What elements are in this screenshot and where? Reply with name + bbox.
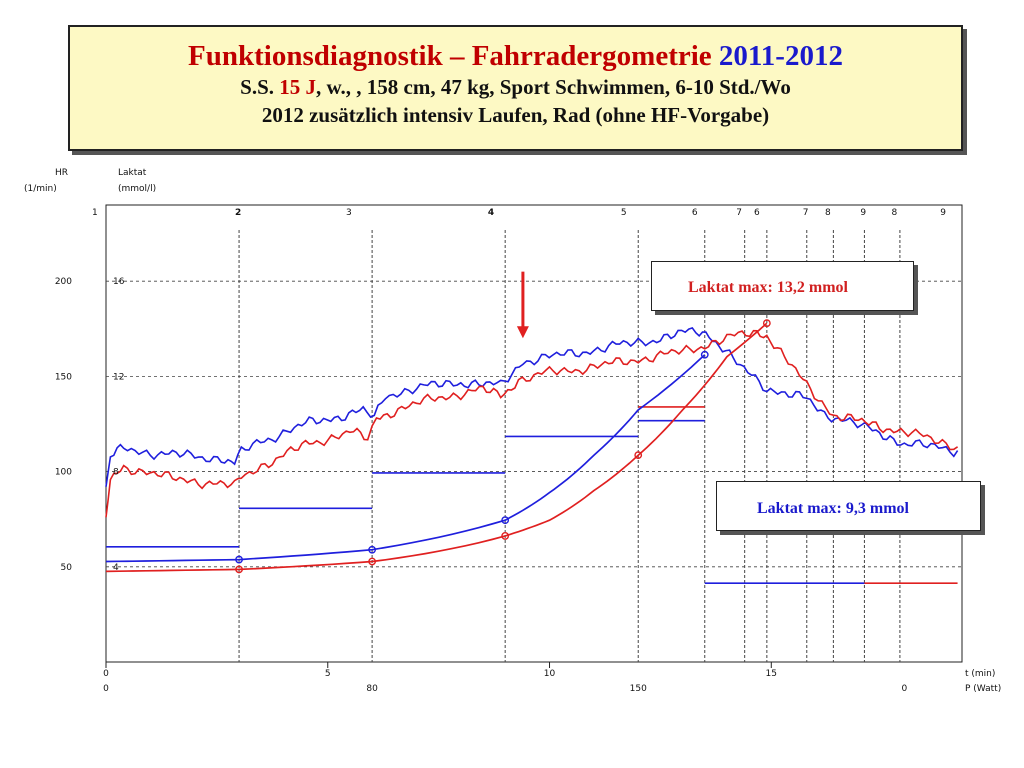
- stage-number: 7: [803, 208, 809, 218]
- red-lactate-point: [634, 451, 643, 460]
- stage-number: 6: [692, 208, 698, 218]
- heart-rate-curves: [105, 326, 959, 518]
- power-tick-label: 150: [630, 684, 647, 694]
- blue-lactate-point: [235, 555, 243, 564]
- time-tick-label: 15: [766, 669, 777, 679]
- stage-number: 4: [488, 208, 494, 218]
- blue-lactate-point: [700, 350, 709, 359]
- lactate-axis-unit: (mmol/l): [118, 184, 156, 194]
- hr-tick-label: 100: [55, 468, 72, 478]
- red-lactate-point: [368, 557, 377, 566]
- stage-number: 2: [235, 208, 241, 218]
- red-lactate-point: [501, 532, 510, 540]
- lactate-tick-label: 12: [113, 372, 124, 382]
- red-lactate-point: [235, 565, 243, 574]
- subject-info: S.S. 15 J, w., , 158 cm, 47 kg, Sport Sc…: [70, 73, 961, 101]
- stage-number: 8: [891, 208, 897, 218]
- axes: HR (1/min) Laktat (mmol/l) t (min) P (Wa…: [24, 168, 1001, 694]
- hr-tick-label: 50: [61, 563, 73, 573]
- hr-tick-label: 200: [55, 277, 72, 287]
- lactate-curves: [105, 319, 771, 574]
- title-years: 2011-2012: [718, 40, 843, 72]
- title-box: Funktionsdiagnostik – Fahrradergometrie …: [68, 25, 963, 151]
- training-info: 2012 zusätzlich intensiv Laufen, Rad (oh…: [261, 103, 770, 127]
- time-axis-label: t (min): [965, 669, 995, 679]
- blue-lactate-curve: [105, 354, 706, 563]
- lactate-tick-label: 4: [113, 563, 119, 573]
- subject-age: 15 J: [279, 75, 316, 99]
- power-tick-label: 0: [901, 684, 907, 694]
- stage-number: 3: [346, 208, 352, 218]
- lactate-tick-label: 16: [113, 277, 125, 287]
- lactate-max-red-annotation: Laktat max: 13,2 mmol: [651, 261, 914, 311]
- lactate-tick-label: 8: [113, 468, 119, 478]
- blue-lactate-point: [501, 516, 510, 525]
- red-lactate-point: [762, 319, 771, 328]
- power-tick-label: 80: [366, 684, 378, 694]
- stage-number: 9: [940, 208, 946, 218]
- stage-number: 5: [621, 208, 627, 218]
- subject-details: , w., , 158 cm, 47 kg, Sport Schwimmen, …: [316, 75, 791, 99]
- hr-axis-unit: (1/min): [24, 184, 57, 194]
- hr-tick-label: 150: [55, 372, 72, 382]
- stage-number: 7: [736, 208, 742, 218]
- time-tick-label: 10: [544, 669, 556, 679]
- blue-lactate-point: [368, 545, 377, 554]
- chart-title: Funktionsdiagnostik – Fahrradergometrie …: [70, 39, 961, 73]
- stage-number: 6: [754, 208, 760, 218]
- power-tick-label: 0: [103, 684, 109, 694]
- time-tick-label: 0: [103, 669, 109, 679]
- title-main: Funktionsdiagnostik – Fahrradergometrie: [188, 40, 719, 72]
- plot-frame: [105, 204, 963, 663]
- stage-number: 1: [92, 208, 98, 218]
- lactate-axis-label: Laktat: [118, 168, 147, 178]
- stage-number: 8: [825, 208, 831, 218]
- subject-initials: S.S.: [240, 75, 280, 99]
- stage-number: 9: [860, 208, 866, 218]
- lactate-max-blue-annotation: Laktat max: 9,3 mmol: [716, 481, 981, 531]
- power-axis-label: P (Watt): [965, 684, 1001, 694]
- time-tick-label: 5: [325, 669, 331, 679]
- stage-lactate-bars: [106, 406, 958, 585]
- blue-heart-rate-line: [105, 326, 959, 487]
- red-heart-rate-line: [105, 329, 959, 518]
- hr-axis-label: HR: [55, 168, 68, 178]
- red-lactate-curve: [105, 322, 768, 573]
- arrow-head-icon: [516, 326, 529, 339]
